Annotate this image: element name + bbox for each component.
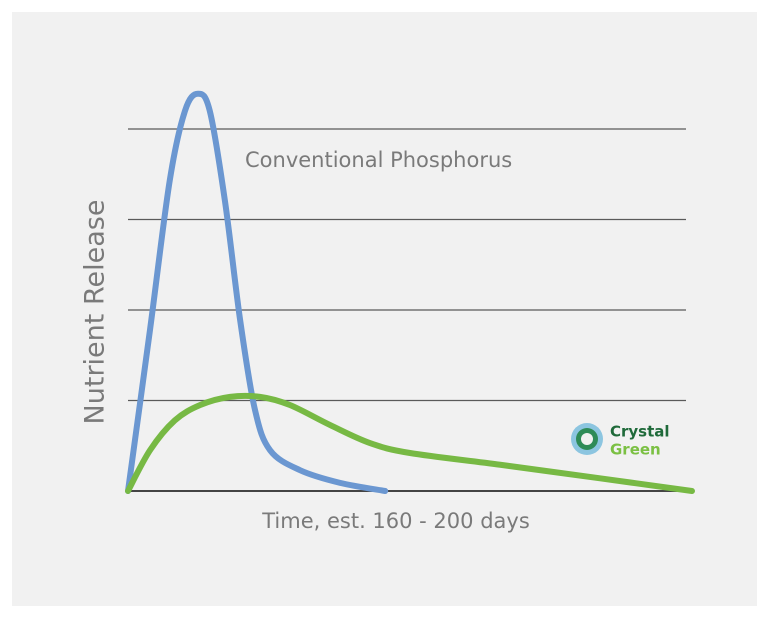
y-axis-label: Nutrient Release	[80, 200, 111, 425]
series-annotation: Conventional Phosphorus	[245, 148, 512, 172]
background	[12, 12, 757, 606]
series-line	[125, 392, 695, 494]
x-axis-label: Time, est. 160 - 200 days	[261, 509, 530, 533]
lines	[125, 90, 695, 494]
logo-text: Crystal	[610, 423, 670, 441]
series-line	[125, 90, 389, 494]
logo-icon	[581, 433, 593, 445]
logo-text: Green	[610, 441, 661, 459]
logo: Crystal Green	[571, 423, 670, 459]
